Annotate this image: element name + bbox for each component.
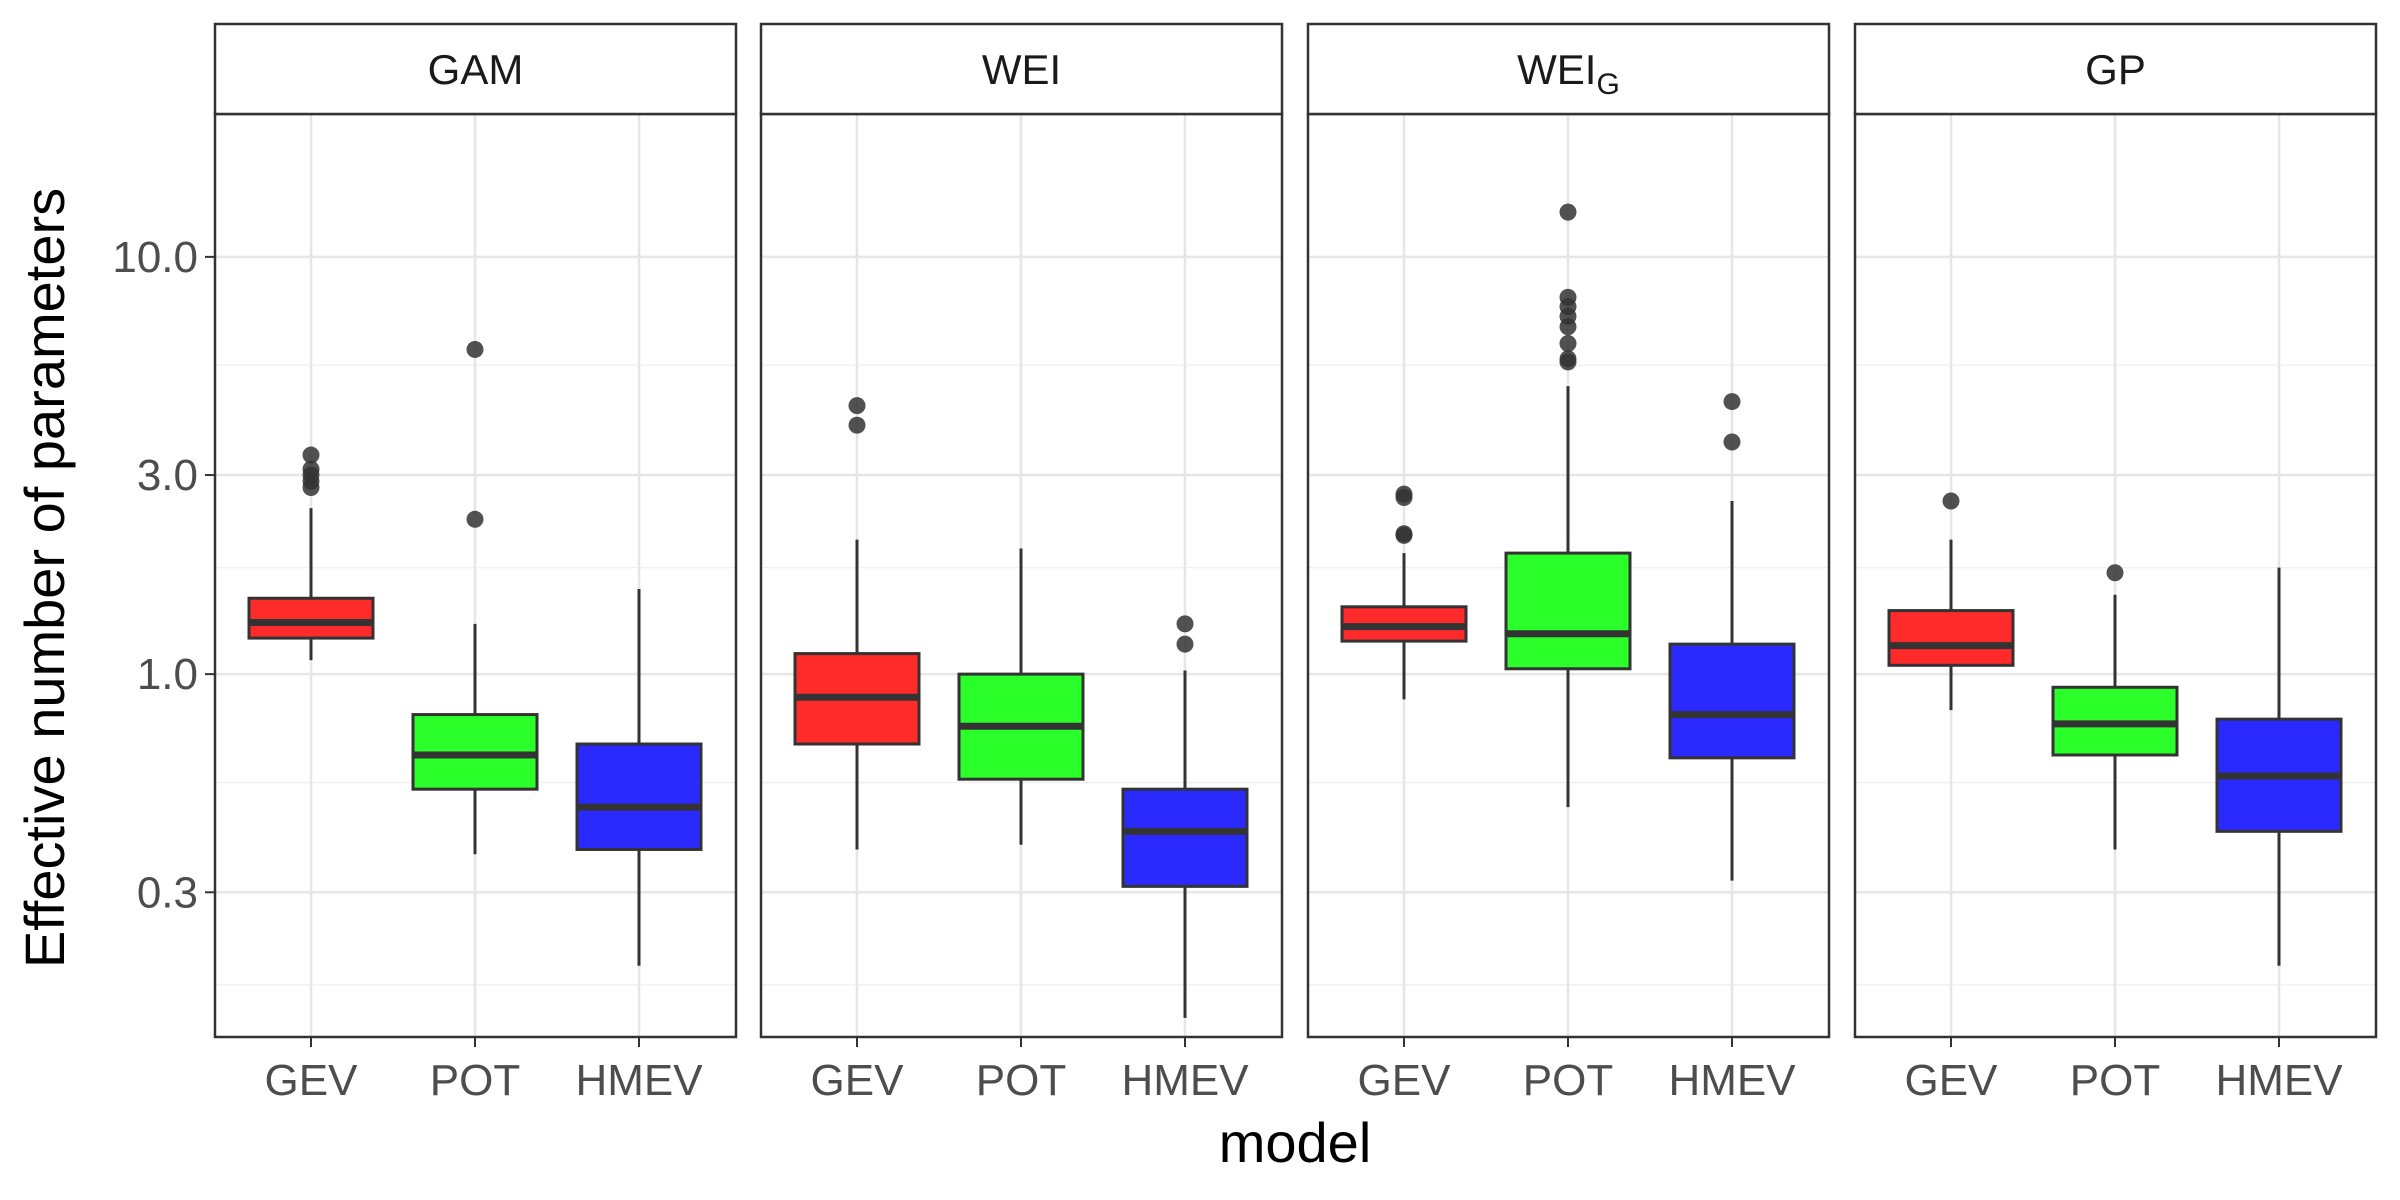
- x-tick-label: POT: [430, 1056, 520, 1105]
- outlier-point: [1723, 393, 1741, 411]
- facet-panels: GEV POT HMEV GAM GEV POT HMEV WEI GEV POT HMEV WEIG…: [213, 22, 2378, 1105]
- facet-strip-label: GAM: [428, 46, 524, 93]
- outlier-point: [1395, 485, 1413, 503]
- box-gev: [1887, 492, 2015, 711]
- box-body: [1668, 642, 1796, 760]
- facet-strip: [1853, 22, 2378, 116]
- outlier-point: [1395, 525, 1413, 543]
- box-gev: [1340, 485, 1468, 700]
- box-pot: [957, 548, 1085, 845]
- box-body: [1504, 551, 1632, 671]
- x-tick-label: GEV: [1905, 1056, 1999, 1105]
- outlier-point: [1942, 492, 1960, 510]
- x-tick-label: POT: [2070, 1056, 2160, 1105]
- box-pot: [1504, 203, 1632, 808]
- outlier-point: [302, 460, 320, 478]
- facet-strip-label: WEIG: [1517, 46, 1620, 101]
- outlier-point: [848, 397, 866, 415]
- x-tick-label: GEV: [811, 1056, 905, 1105]
- x-tick-label: GEV: [1358, 1056, 1452, 1105]
- y-tick-label: 1.0: [137, 650, 198, 699]
- x-tick-label: GEV: [265, 1056, 359, 1105]
- outlier-point: [466, 340, 484, 358]
- y-tick-label: 0.3: [137, 868, 198, 917]
- facet-strip-label: GP: [2085, 46, 2146, 93]
- outlier-point: [1176, 635, 1194, 653]
- box-hmev: [1668, 393, 1796, 881]
- outlier-point: [1559, 335, 1577, 353]
- facet-panel: GEV POT HMEV WEIG: [1306, 22, 1831, 1105]
- outlier-point: [466, 510, 484, 528]
- facet-panel: GEV POT HMEV GAM: [213, 22, 738, 1105]
- outlier-point: [1176, 615, 1194, 633]
- box-gev: [793, 397, 921, 850]
- outlier-point: [302, 446, 320, 464]
- x-tick-label: HMEV: [575, 1056, 703, 1105]
- x-tick-label: POT: [976, 1056, 1066, 1105]
- x-tick-label: HMEV: [1121, 1056, 1249, 1105]
- outlier-point: [848, 416, 866, 434]
- outlier-point: [1559, 350, 1577, 368]
- outlier-point: [1559, 203, 1577, 221]
- facet-strip: [1306, 22, 1831, 116]
- facet-panel: GEV POT HMEV GP: [1853, 22, 2378, 1105]
- box-hmev: [2215, 567, 2343, 966]
- facet-panel: GEV POT HMEV WEI: [759, 22, 1284, 1105]
- box-pot: [411, 340, 539, 855]
- facet-strip: [759, 22, 1284, 116]
- y-tick-label: 3.0: [137, 451, 198, 500]
- x-tick-label: POT: [1523, 1056, 1613, 1105]
- facet-strip-label: WEI: [982, 46, 1061, 93]
- y-axis-title: Effective number of parameters: [13, 188, 76, 968]
- box-pot: [2051, 564, 2179, 850]
- outlier-point: [1559, 288, 1577, 306]
- box-body: [1121, 787, 1249, 888]
- box-hmev: [1121, 615, 1249, 1018]
- box-body: [575, 742, 703, 851]
- box-hmev: [575, 588, 703, 966]
- x-axis-title: model: [1219, 1111, 1372, 1174]
- box-body: [1887, 609, 2015, 667]
- outlier-point: [2106, 564, 2124, 582]
- y-axis-ticks: 0.3 1.0 3.0 10.0: [112, 233, 215, 917]
- x-tick-label: HMEV: [1668, 1056, 1796, 1105]
- box-body: [247, 596, 375, 640]
- y-tick-label: 10.0: [112, 233, 198, 282]
- box-gev: [247, 446, 375, 661]
- outlier-point: [1723, 433, 1741, 451]
- x-tick-label: HMEV: [2215, 1056, 2343, 1105]
- facet-strip: [213, 22, 738, 116]
